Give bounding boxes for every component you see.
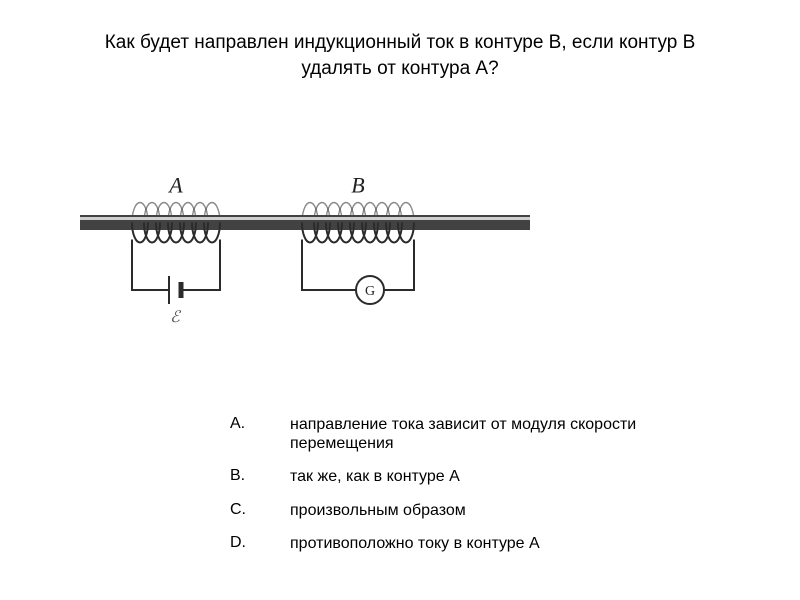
svg-text:А: А: [167, 173, 183, 198]
option-letter: A.: [230, 415, 290, 433]
option-letter: B.: [230, 467, 290, 485]
question-line1: Как будет направлен индукционный ток в к…: [105, 32, 696, 53]
option-row: A. направление тока зависит от модуля ск…: [230, 415, 710, 453]
option-letter: C.: [230, 501, 290, 519]
option-text: противоположно току в контуре А: [290, 534, 540, 553]
option-text: направление тока зависит от модуля скоро…: [290, 415, 710, 453]
svg-text:В: В: [351, 173, 364, 198]
diagram-svg: А В ℰ G: [80, 150, 530, 330]
svg-text:G: G: [365, 284, 375, 299]
question-line2: удалять от контура А?: [301, 58, 498, 79]
svg-text:ℰ: ℰ: [170, 309, 182, 326]
option-row: D. противоположно току в контуре А: [230, 534, 710, 553]
option-row: C. произвольным образом: [230, 501, 710, 520]
option-text: произвольным образом: [290, 501, 466, 520]
question-title: Как будет направлен индукционный ток в к…: [0, 30, 800, 81]
option-text: так же, как в контуре А: [290, 467, 460, 486]
option-row: B. так же, как в контуре А: [230, 467, 710, 486]
option-letter: D.: [230, 534, 290, 552]
answer-options: A. направление тока зависит от модуля ск…: [230, 415, 710, 567]
circuit-diagram: А В ℰ G: [80, 150, 530, 330]
